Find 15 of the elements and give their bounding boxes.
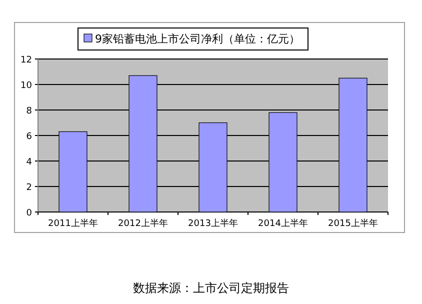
x-tick-label: 2013上半年 — [188, 218, 238, 229]
y-tick-label: 12 — [20, 56, 32, 66]
y-tick-label: 4 — [26, 158, 32, 168]
y-tick-label: 10 — [20, 81, 32, 91]
y-tick-label: 2 — [26, 183, 32, 193]
legend: 9家铅蓄电池上市公司净利（单位：亿元） — [78, 28, 308, 50]
x-tick-label: 2015上半年 — [328, 218, 378, 229]
legend-label: 9家铅蓄电池上市公司净利（单位：亿元） — [95, 32, 300, 46]
y-tick-label: 8 — [26, 106, 32, 116]
x-tick-label: 2011上半年 — [48, 218, 98, 229]
x-tick-label: 2014上半年 — [258, 218, 308, 229]
x-tick-label: 2012上半年 — [118, 218, 168, 229]
y-tick-label: 0 — [26, 208, 32, 218]
y-tick-label: 6 — [26, 132, 32, 142]
source-note: 数据来源：上市公司定期报告 — [133, 281, 289, 295]
